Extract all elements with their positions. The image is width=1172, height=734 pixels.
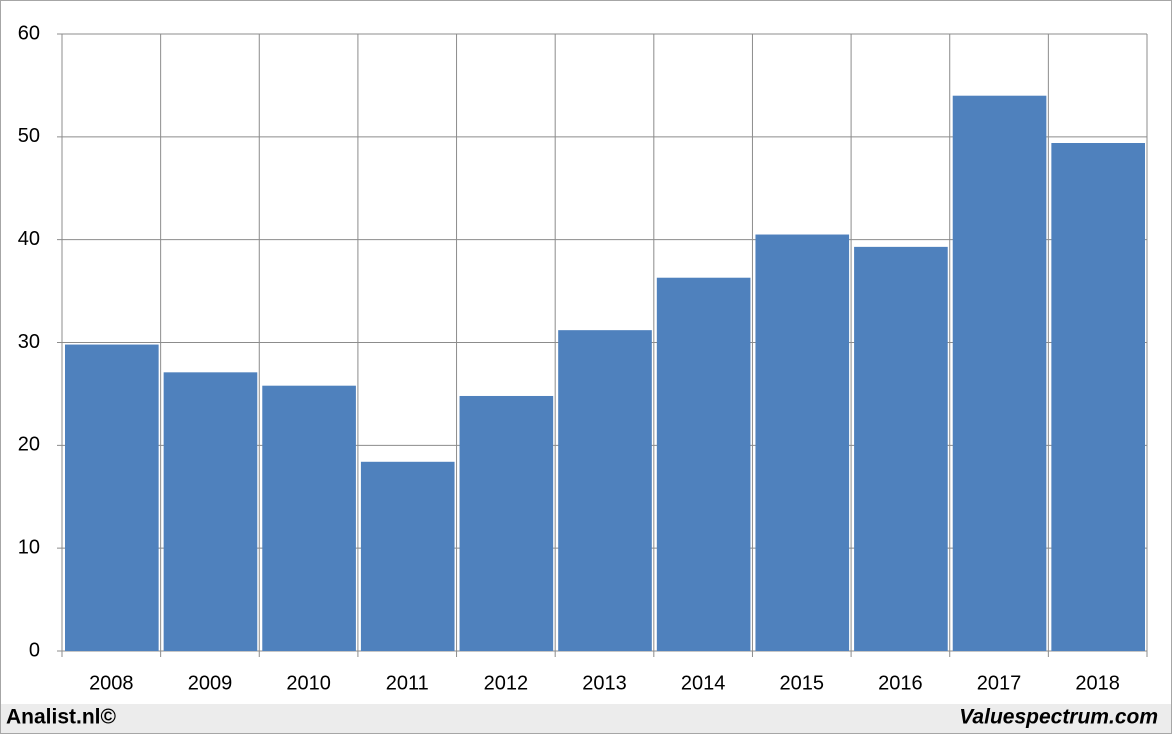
y-tick-label: 60: [18, 22, 40, 44]
bar: [65, 344, 159, 651]
x-tick-label: 2018: [1075, 672, 1120, 694]
bar: [558, 330, 652, 651]
y-tick-label: 30: [18, 331, 40, 353]
y-tick-label: 40: [18, 228, 40, 250]
x-tick-label: 2009: [188, 672, 233, 694]
bar: [1051, 143, 1145, 651]
bar: [952, 95, 1047, 651]
bar: [163, 372, 258, 651]
x-tick-label: 2013: [582, 672, 627, 694]
y-tick-label: 50: [18, 125, 40, 147]
bar: [459, 395, 554, 651]
x-tick-label: 2015: [780, 672, 825, 694]
x-tick-label: 2017: [977, 672, 1022, 694]
x-tick-label: 2010: [286, 672, 331, 694]
y-tick-label: 20: [18, 434, 40, 456]
bar: [854, 246, 948, 652]
x-tick-label: 2011: [386, 672, 429, 694]
bar: [755, 234, 850, 651]
bar: [360, 461, 455, 651]
x-tick-label: 2012: [484, 672, 529, 694]
footer-right: Valuespectrum.com: [959, 706, 1158, 729]
y-tick-label: 0: [29, 639, 40, 661]
footer-left: Analist.nl©: [6, 706, 117, 729]
y-tick-label: 10: [18, 536, 40, 558]
footer-band: [1, 704, 1171, 733]
x-tick-label: 2016: [878, 672, 923, 694]
bar: [656, 277, 751, 651]
x-tick-label: 2008: [89, 672, 134, 694]
x-tick-label: 2014: [681, 672, 726, 694]
bar: [262, 385, 356, 651]
